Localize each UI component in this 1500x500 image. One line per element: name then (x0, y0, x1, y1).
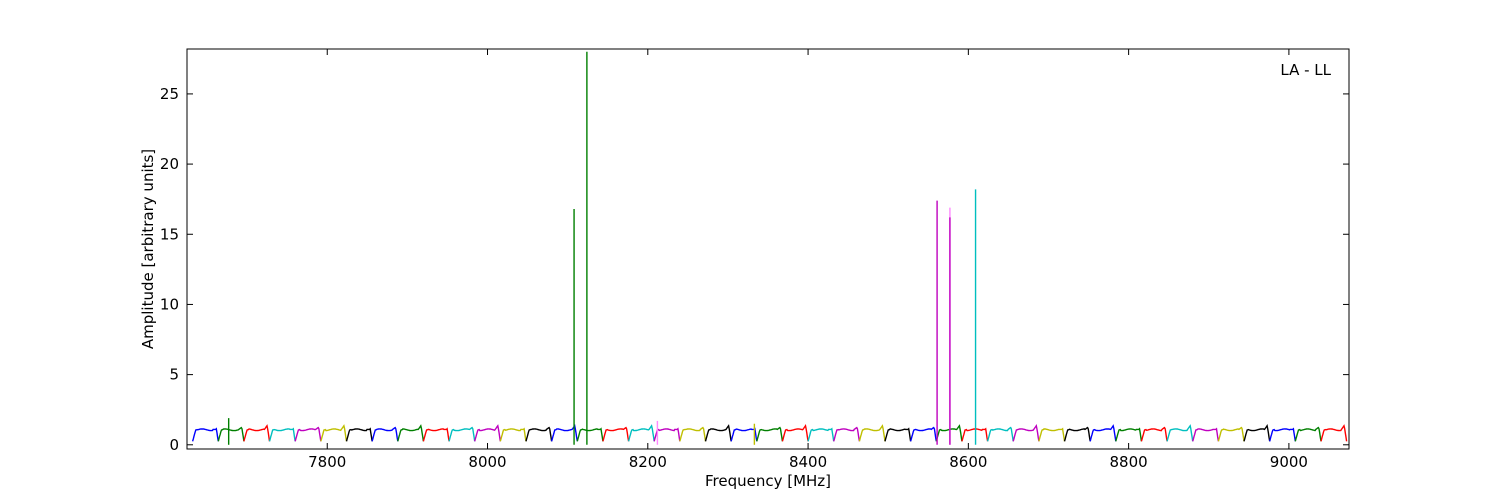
channel-series (576, 427, 604, 442)
channel-series (653, 427, 681, 442)
channel-series (986, 426, 1014, 442)
channel-series (858, 424, 886, 442)
channel-series (1320, 424, 1348, 442)
x-tick-label: 9000 (1270, 453, 1308, 471)
channel-series (191, 427, 219, 442)
channel-series (243, 424, 271, 442)
channel-series (371, 426, 399, 442)
channel-series (422, 427, 450, 442)
channel-series (833, 426, 861, 442)
plot-frame (186, 48, 1350, 450)
channel-series (1115, 427, 1143, 442)
channel-series (294, 426, 322, 442)
ticks-layer: 7800 8000 8200 8400 8600 8800 9000 0 5 10 15 20 25 (160, 49, 1349, 471)
x-tick-label: 7800 (308, 453, 346, 471)
channel-series (1243, 424, 1271, 442)
channel-series (909, 426, 937, 442)
channel-series (474, 424, 501, 442)
channel-series (704, 424, 732, 442)
channel-series (730, 427, 758, 442)
channel-series (756, 426, 784, 442)
channel-series (961, 427, 989, 442)
y-tick-label: 0 (169, 436, 179, 454)
channel-series (217, 426, 245, 442)
channel-series (1140, 426, 1168, 442)
channel-series (627, 424, 655, 442)
channel-series (320, 424, 348, 442)
channel-series (1089, 424, 1117, 442)
channel-series (345, 427, 373, 442)
x-tick-label: 8000 (468, 453, 506, 471)
channel-series (525, 426, 553, 442)
channel-series (1166, 424, 1194, 442)
channel-series (935, 424, 963, 442)
series-layer (191, 424, 1348, 442)
channel-series (1217, 426, 1245, 442)
y-tick-label: 20 (160, 155, 179, 173)
channel-series (884, 427, 912, 442)
channel-series (268, 427, 296, 442)
spike-layer (227, 51, 977, 445)
x-tick-label: 8400 (789, 453, 827, 471)
y-tick-label: 25 (160, 85, 179, 103)
x-tick-label: 8600 (949, 453, 987, 471)
channel-series (1012, 424, 1040, 442)
channel-series (1294, 426, 1322, 442)
channel-series (807, 427, 835, 442)
x-tick-label: 8200 (629, 453, 667, 471)
channel-series (397, 424, 425, 442)
channel-series (1063, 426, 1091, 442)
channel-series (448, 426, 476, 442)
y-tick-label: 15 (160, 225, 179, 243)
channel-series (1038, 427, 1066, 442)
x-axis-title: Frequency [MHz] (705, 472, 831, 490)
channel-series (679, 426, 707, 442)
x-tick-label: 8800 (1110, 453, 1148, 471)
channel-series (781, 424, 809, 442)
channel-series (1269, 427, 1296, 442)
y-tick-label: 5 (169, 366, 179, 384)
y-tick-label: 10 (160, 295, 179, 313)
y-axis-title: Amplitude [arbitrary units] (139, 149, 157, 349)
channel-series (602, 426, 630, 442)
channel-series (550, 424, 578, 442)
channel-series (499, 427, 527, 442)
channel-series (1192, 427, 1220, 442)
annotation-label: LA - LL (1280, 61, 1331, 79)
